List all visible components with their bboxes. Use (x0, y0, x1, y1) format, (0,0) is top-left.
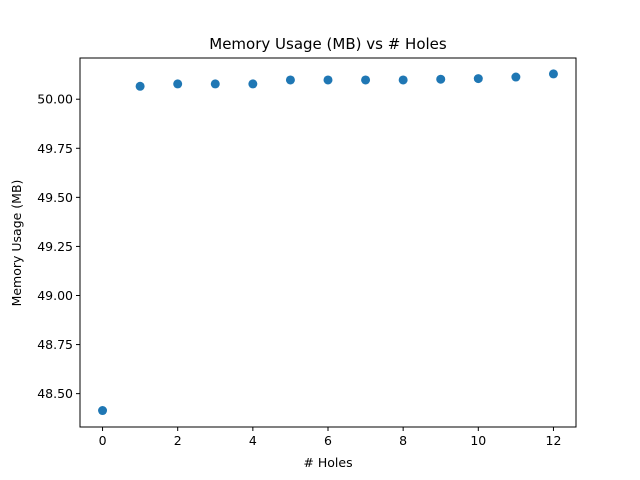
y-axis-label: Memory Usage (MB) (9, 180, 24, 307)
x-axis-label: # Holes (303, 455, 352, 470)
y-tick-label: 49.50 (37, 190, 73, 205)
x-tick-label: 10 (470, 433, 486, 448)
x-tick-label: 2 (174, 433, 182, 448)
x-axis: 0 2 4 6 8 10 12 (99, 427, 562, 448)
y-tick-label: 48.50 (37, 386, 73, 401)
data-point (135, 81, 145, 91)
x-tick-label: 6 (324, 433, 332, 448)
y-axis: 48.50 48.75 49.00 49.25 49.50 49.75 50.00 (37, 92, 80, 401)
data-point (285, 75, 295, 85)
y-tick-label: 49.25 (37, 239, 73, 254)
data-point (361, 75, 371, 85)
data-point (173, 79, 183, 89)
y-tick-label: 49.00 (37, 288, 73, 303)
x-tick-label: 12 (546, 433, 562, 448)
x-tick-label: 8 (399, 433, 407, 448)
data-point (398, 75, 408, 85)
data-points (98, 69, 558, 416)
y-tick-label: 49.75 (37, 141, 73, 156)
x-tick-label: 0 (99, 433, 107, 448)
data-point (436, 74, 446, 84)
y-tick-label: 48.75 (37, 337, 73, 352)
data-point (511, 72, 521, 82)
data-point (248, 79, 258, 89)
chart-title: Memory Usage (MB) vs # Holes (209, 35, 447, 53)
data-point (548, 69, 558, 79)
data-point (210, 79, 220, 89)
data-point (473, 74, 483, 84)
x-tick-label: 4 (249, 433, 257, 448)
data-point (323, 75, 333, 85)
data-point (98, 406, 108, 416)
y-tick-label: 50.00 (37, 92, 73, 107)
